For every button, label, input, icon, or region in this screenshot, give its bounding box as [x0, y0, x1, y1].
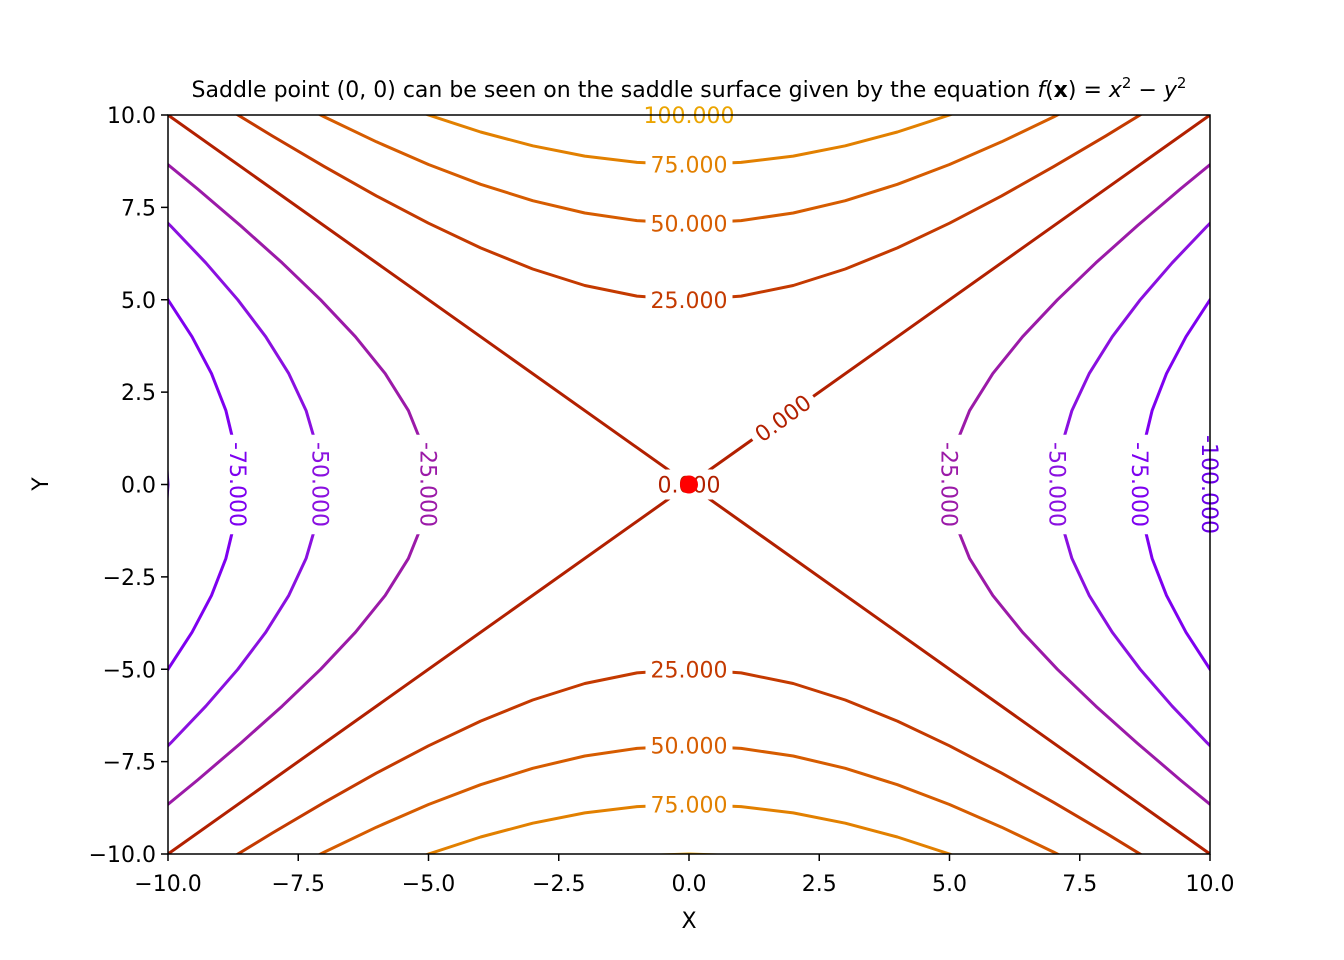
- contour-label-text: -100.000: [1196, 435, 1221, 534]
- contour-label: -50.000: [1042, 434, 1073, 535]
- x-tick-label: 10.0: [1186, 872, 1235, 897]
- contour-label-text: 75.000: [651, 794, 728, 819]
- contour-label: -75.000: [222, 434, 253, 535]
- x-tick-label: −10.0: [134, 872, 201, 897]
- label-gap: [645, 284, 733, 315]
- y-tick-label: −10.0: [89, 843, 156, 868]
- contour-label-text: -75.000: [1126, 442, 1151, 527]
- x-tick-label: −5.0: [402, 872, 455, 897]
- y-tick-label: 0.0: [121, 474, 156, 499]
- contour-label-text: -50.000: [307, 442, 332, 527]
- contour-label: 0.000: [743, 383, 822, 453]
- label-gap: [1042, 434, 1073, 535]
- data-points: [680, 475, 698, 494]
- contour-label: 25.000: [645, 654, 733, 685]
- contour-label: -25.000: [413, 434, 444, 535]
- contour-level-neg75: [1138, 297, 1210, 672]
- contour-label-text: -25.000: [415, 442, 440, 527]
- contour-label-text: -75.000: [224, 442, 249, 527]
- y-axis-label: Y: [29, 477, 54, 492]
- contour-label-text: 50.000: [651, 735, 728, 760]
- label-gap: [645, 789, 733, 820]
- contour-label-text: 50.000: [651, 212, 728, 237]
- label-gap: [222, 434, 253, 535]
- label-gap: [645, 149, 733, 180]
- contour-label-text: -50.000: [1043, 442, 1068, 527]
- x-axis: −10.0 −7.5 −5.0 −2.5 0.0 2.5 5.0 7.5 10.0: [134, 854, 1234, 897]
- x-tick-label: 0.0: [672, 872, 707, 897]
- saddle-point-marker: [680, 475, 698, 494]
- y-tick-label: −2.5: [103, 566, 156, 591]
- y-tick-label: 5.0: [121, 289, 156, 314]
- x-tick-label: 7.5: [1062, 872, 1097, 897]
- label-gap: [305, 434, 336, 535]
- label-gap: [934, 434, 965, 535]
- contour-label: 75.000: [645, 149, 733, 180]
- chart-title: Saddle point (0, 0) can be seen on the s…: [192, 74, 1187, 103]
- contour-level-25: [235, 667, 1143, 854]
- label-gap: [645, 208, 733, 239]
- contour-label: 50.000: [645, 730, 733, 761]
- contour-label-text: 75.000: [651, 154, 728, 179]
- x-axis-label: X: [681, 909, 696, 934]
- label-gap: [1125, 434, 1156, 535]
- contour-level-100: [645, 852, 733, 854]
- contour-label-text: 25.000: [651, 289, 728, 314]
- label-gap: [413, 434, 444, 535]
- y-tick-label: 7.5: [121, 196, 156, 221]
- x-tick-label: −2.5: [532, 872, 585, 897]
- y-tick-label: −5.0: [103, 658, 156, 683]
- y-tick-label: 10.0: [107, 104, 156, 129]
- contour-level-neg100: [1208, 463, 1210, 506]
- contour-label-text: -25.000: [936, 442, 961, 527]
- x-tick-label: −7.5: [272, 872, 325, 897]
- x-tick-label: 2.5: [802, 872, 837, 897]
- contour-label: -50.000: [305, 434, 336, 535]
- contour-label-text: 100.000: [644, 104, 735, 129]
- contour-label-text: 25.000: [651, 658, 728, 683]
- contour-label: -25.000: [934, 434, 965, 535]
- contour-label: -75.000: [1125, 434, 1156, 535]
- x-tick-label: 5.0: [932, 872, 967, 897]
- contour-level-neg50: [1055, 221, 1210, 748]
- y-tick-label: 2.5: [121, 381, 156, 406]
- contour-label: 50.000: [645, 208, 733, 239]
- label-gap: [743, 383, 822, 453]
- y-tick-label: −7.5: [103, 751, 156, 776]
- contour-label: 25.000: [645, 284, 733, 315]
- contour-label: 75.000: [645, 789, 733, 820]
- y-axis: 10.0 7.5 5.0 2.5 0.0 −2.5 −5.0 −7.5 −10.0: [89, 104, 168, 868]
- contour-level-neg50: [168, 221, 323, 748]
- label-gap: [645, 730, 733, 761]
- label-gap: [645, 654, 733, 685]
